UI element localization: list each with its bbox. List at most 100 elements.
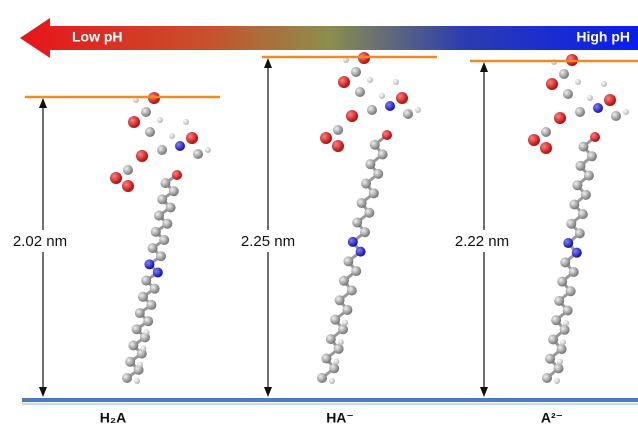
distance-label: 2.25 nm	[241, 233, 295, 250]
atom	[317, 373, 327, 383]
atom	[153, 267, 163, 277]
atom	[575, 228, 585, 238]
atom	[329, 378, 335, 384]
atom	[141, 107, 151, 117]
arrow-head	[264, 58, 272, 68]
atom	[351, 266, 361, 276]
atom	[396, 92, 408, 104]
atom	[169, 186, 179, 196]
atom	[415, 107, 421, 113]
atom	[205, 147, 211, 153]
atom	[572, 248, 582, 258]
atom	[166, 202, 176, 212]
atom	[339, 276, 349, 286]
atom	[554, 296, 564, 306]
atom	[320, 132, 332, 144]
atom	[584, 171, 594, 181]
atom	[122, 373, 132, 383]
arrow-head	[39, 98, 47, 108]
atom	[546, 78, 558, 90]
atom	[132, 324, 142, 334]
atom	[575, 79, 581, 85]
atom	[175, 141, 185, 151]
atom	[604, 94, 616, 106]
atom	[330, 315, 340, 325]
high-ph-label: High pH	[576, 29, 630, 45]
atom	[557, 344, 567, 354]
atom	[382, 130, 392, 140]
atom	[361, 179, 371, 189]
atom	[159, 235, 169, 245]
atom	[563, 306, 573, 316]
atom	[321, 354, 331, 364]
page: {"arrow": {"left_label": "Low pH", "righ…	[0, 0, 638, 432]
atom	[403, 109, 413, 119]
atom	[146, 300, 156, 310]
arrow-head	[264, 387, 272, 397]
atom	[144, 329, 150, 335]
distance-label: 2.02 nm	[13, 233, 67, 250]
atom	[545, 354, 555, 364]
atom	[347, 286, 357, 296]
atom	[587, 151, 597, 161]
atom	[156, 251, 166, 261]
atom	[138, 292, 148, 302]
surface	[22, 398, 638, 402]
atom	[338, 76, 350, 88]
atom	[193, 149, 203, 159]
arrow-head	[39, 387, 47, 397]
atom	[554, 112, 566, 124]
low-ph-label: Low pH	[72, 29, 123, 45]
atom	[110, 172, 122, 184]
atom	[587, 95, 593, 101]
atom	[578, 142, 588, 152]
atom	[355, 87, 365, 97]
atom	[367, 77, 373, 83]
atom	[566, 286, 576, 296]
atom	[566, 219, 576, 229]
atom	[144, 259, 154, 269]
atom	[367, 105, 377, 115]
atom	[560, 339, 566, 345]
atom	[560, 257, 570, 267]
atom	[186, 132, 198, 144]
atom	[356, 247, 366, 257]
atom	[575, 107, 585, 117]
atom	[333, 125, 343, 135]
atom	[569, 199, 579, 209]
atom	[563, 320, 569, 326]
atom	[346, 110, 358, 122]
atom	[560, 325, 570, 335]
arrow-head	[480, 62, 488, 72]
atom	[128, 116, 140, 128]
atom	[157, 117, 163, 123]
atom	[122, 180, 134, 192]
atom	[590, 132, 600, 142]
atom	[572, 180, 582, 190]
atom	[183, 119, 189, 125]
atom	[342, 305, 352, 315]
atom	[578, 209, 588, 219]
atom	[557, 359, 563, 365]
atom	[338, 339, 344, 345]
atom	[154, 211, 164, 221]
atom	[378, 149, 388, 159]
atom	[542, 373, 552, 383]
atom	[326, 334, 336, 344]
atom	[581, 190, 591, 200]
atom	[569, 267, 579, 277]
distance-label: 2.22 nm	[455, 233, 509, 250]
atom	[352, 217, 362, 227]
atom	[563, 238, 573, 248]
atom	[554, 378, 560, 384]
atom	[141, 276, 151, 286]
atom	[145, 127, 155, 137]
atom	[559, 69, 569, 79]
atom	[169, 133, 175, 139]
atom	[365, 159, 375, 169]
atom	[134, 378, 140, 384]
species-label: A²⁻	[541, 410, 563, 426]
atom	[364, 208, 374, 218]
atom	[140, 346, 146, 352]
